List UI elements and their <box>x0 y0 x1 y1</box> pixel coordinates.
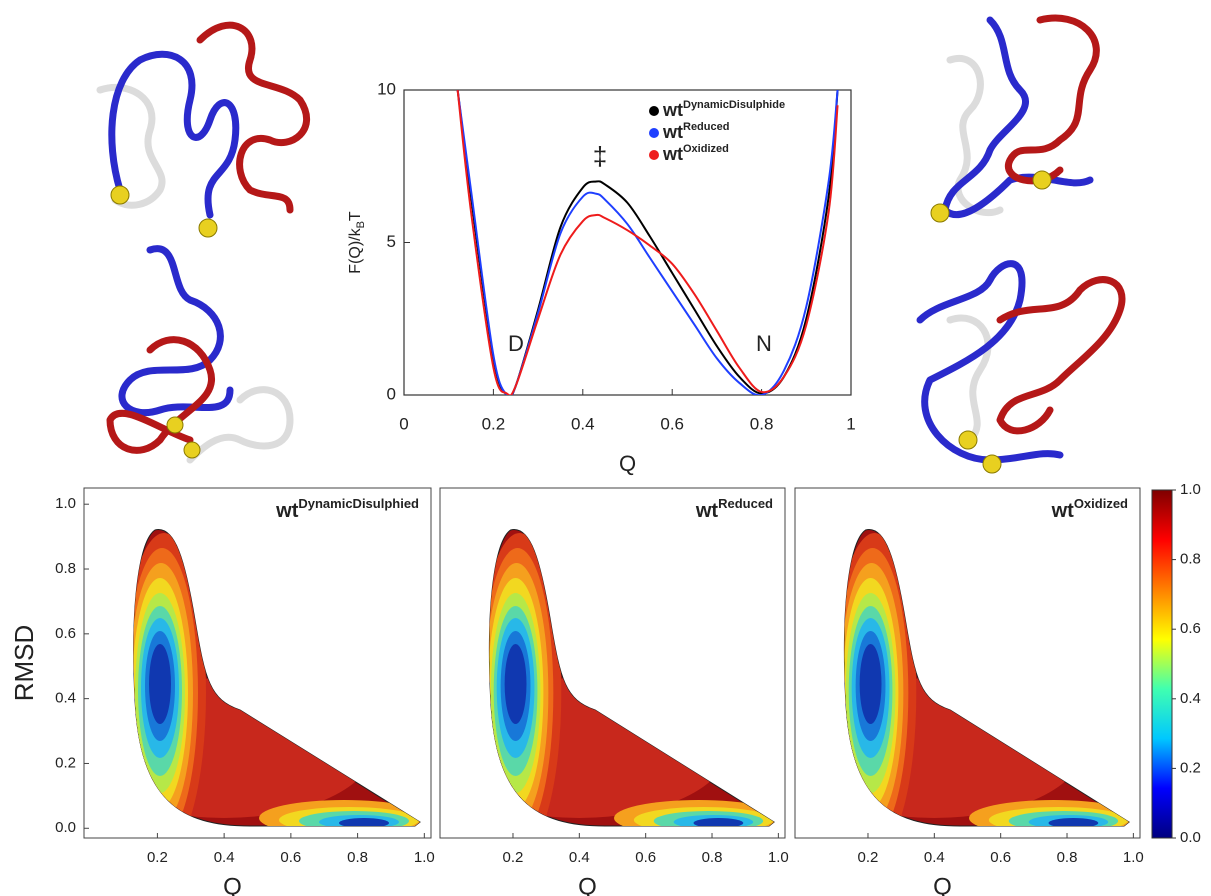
series-group <box>456 90 839 395</box>
legend-name: wt <box>662 144 683 164</box>
colorbar <box>1151 489 1173 839</box>
colorbar-tick-label: 0.2 <box>1180 759 1201 776</box>
panel-title-superscript: Reduced <box>718 496 773 511</box>
x-axis-label: Q <box>933 873 952 896</box>
y-axis-label-part: F(Q)/k <box>347 227 364 273</box>
panel-title: wtDynamicDisulphied <box>275 496 419 522</box>
colorbar-tick-label: 0.4 <box>1180 690 1201 707</box>
legend-superscript: Reduced <box>683 121 729 133</box>
y-axis-label-subscript: B <box>355 221 367 228</box>
y-tick-label: 0.6 <box>55 625 76 642</box>
panel-title-text: wt <box>275 500 299 522</box>
x-tick-label: 0.8 <box>750 414 774 433</box>
x-tick-label: 0.4 <box>569 849 590 866</box>
protein-structure <box>930 14 1100 223</box>
x-tick-label: 0.2 <box>858 849 879 866</box>
x-tick-label: 0.4 <box>924 849 945 866</box>
x-tick-label: 1 <box>846 414 855 433</box>
protein-structure <box>106 245 294 464</box>
panel-title-superscript: Oxidized <box>1074 496 1128 511</box>
colorbar-tick-label: 1.0 <box>1180 481 1201 498</box>
legend-label: wtReduced <box>662 121 729 142</box>
y-tick-label: 0.8 <box>55 560 76 577</box>
panel-title-text: wt <box>695 500 719 522</box>
annotation: D <box>508 331 524 356</box>
legend-label: wtOxidized <box>662 143 729 164</box>
x-tick-label: 0.6 <box>280 849 301 866</box>
legend-marker <box>649 128 659 138</box>
legend-marker <box>649 106 659 116</box>
x-tick-label: 1.0 <box>768 849 789 866</box>
x-tick-label: 0.6 <box>990 849 1011 866</box>
panel-title: wtOxidized <box>1051 496 1128 522</box>
y-tick-label: 0.2 <box>55 754 76 771</box>
y-tick-label: 0.0 <box>55 819 76 836</box>
y-tick-label: 0.4 <box>55 690 76 707</box>
x-tick-label: 0.4 <box>571 414 595 433</box>
x-tick-label: 0.8 <box>702 849 723 866</box>
y-axis-label: F(Q)/kBT <box>347 211 367 274</box>
plot-frame <box>403 89 852 396</box>
y-axis-label: RMSD <box>9 625 39 702</box>
x-tick-label: 0.2 <box>503 849 524 866</box>
panel-title-text: wt <box>1051 500 1075 522</box>
x-tick-label: 0.8 <box>347 849 368 866</box>
annotation: N <box>756 331 772 356</box>
legend-marker <box>649 150 659 160</box>
y-tick-label: 1.0 <box>55 495 76 512</box>
series-line <box>456 90 839 395</box>
colorbar-tick-label: 0.0 <box>1180 829 1201 846</box>
colorbar-tick-label: 0.6 <box>1180 620 1201 637</box>
x-tick-label: 1.0 <box>1123 849 1144 866</box>
legend-superscript: Oxidized <box>683 143 729 155</box>
y-axis-label-part: T <box>347 211 364 221</box>
panel-title: wtReduced <box>695 496 773 522</box>
legend-name: wt <box>662 122 683 142</box>
x-axis-label: Q <box>619 451 636 476</box>
x-tick-label: 0.2 <box>147 849 168 866</box>
colorbar-tick-label: 0.8 <box>1180 551 1201 568</box>
x-tick-label: 0.8 <box>1057 849 1078 866</box>
legend-superscript: DynamicDisulphide <box>683 99 785 111</box>
y-tick-label: 5 <box>387 232 396 251</box>
x-tick-label: 0 <box>399 414 408 433</box>
legend-name: wt <box>662 100 683 120</box>
x-tick-label: 1.0 <box>414 849 435 866</box>
protein-structure <box>916 260 1126 474</box>
protein-structure <box>96 21 310 238</box>
x-tick-label: 0.2 <box>482 414 506 433</box>
x-axis-label: Q <box>223 873 242 896</box>
x-tick-label: 0.6 <box>660 414 684 433</box>
x-tick-label: 0.4 <box>214 849 235 866</box>
legend-label: wtDynamicDisulphide <box>662 99 785 120</box>
annotation: ‡ <box>593 141 607 171</box>
panel-title-superscript: DynamicDisulphied <box>298 496 419 511</box>
x-tick-label: 0.6 <box>635 849 656 866</box>
y-tick-label: 0 <box>387 384 396 403</box>
x-axis-label: Q <box>578 873 597 896</box>
y-tick-label: 10 <box>377 79 396 98</box>
